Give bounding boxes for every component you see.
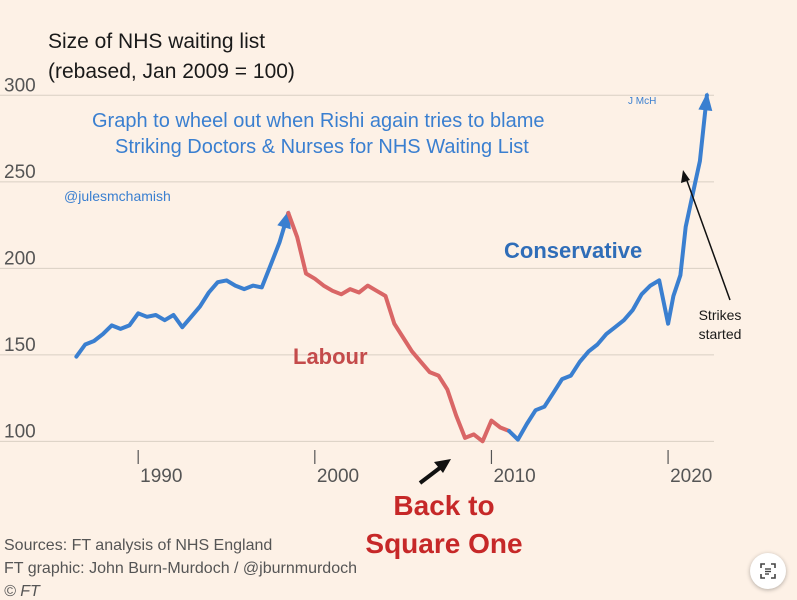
- author-initials: J McH: [628, 96, 656, 107]
- y-tick-label: 250: [4, 162, 36, 183]
- y-tick-label: 300: [4, 75, 36, 96]
- footer-graphic-credit: FT graphic: John Burn-Murdoch / @jburnmu…: [4, 560, 357, 577]
- square-one-label: Square One: [365, 528, 522, 559]
- gridlines: [0, 94, 714, 442]
- strikes-label: Strikes: [699, 307, 742, 323]
- y-tick-label: 100: [4, 421, 36, 442]
- y-axis-ticks: 300 250 200 150 100: [4, 75, 36, 442]
- series-line-conservative-2: [507, 93, 709, 442]
- overlay-headline-line-2: Striking Doctors & Nurses for NHS Waitin…: [115, 136, 529, 158]
- x-tick-label: 2010: [493, 466, 535, 487]
- series-lines: [74, 92, 713, 444]
- series-line-labour-1: [286, 211, 512, 444]
- y-tick-label: 200: [4, 248, 36, 269]
- back-to-label: Back to: [393, 490, 494, 521]
- chart-title: Size of NHS waiting list: [48, 30, 265, 53]
- conservative-label: Conservative: [504, 238, 642, 263]
- labour-label: Labour: [293, 344, 368, 369]
- x-tick-label: 2000: [317, 466, 359, 487]
- y-tick-label: 150: [4, 335, 36, 356]
- chart-subtitle: (rebased, Jan 2009 = 100): [48, 60, 295, 83]
- footer-sources: Sources: FT analysis of NHS England: [4, 537, 272, 554]
- footer-copyright: © FT: [4, 583, 41, 600]
- x-axis-ticks: 1990 2000 2010 2020: [137, 450, 712, 487]
- x-tick-label: 2020: [670, 466, 712, 487]
- series-arrowhead: [698, 92, 713, 111]
- text-scan-icon[interactable]: [750, 553, 786, 589]
- twitter-handle: @julesmchamish: [64, 188, 171, 204]
- back-to-square-one-arrow: [418, 459, 451, 485]
- x-tick-label: 1990: [140, 466, 182, 487]
- started-label: started: [699, 326, 742, 342]
- overlay-headline-line-1: Graph to wheel out when Rishi again trie…: [92, 110, 544, 132]
- series-line-conservative-0: [74, 211, 291, 359]
- text-scan-glyph: [760, 563, 776, 579]
- strikes-started-arrow: [681, 170, 731, 301]
